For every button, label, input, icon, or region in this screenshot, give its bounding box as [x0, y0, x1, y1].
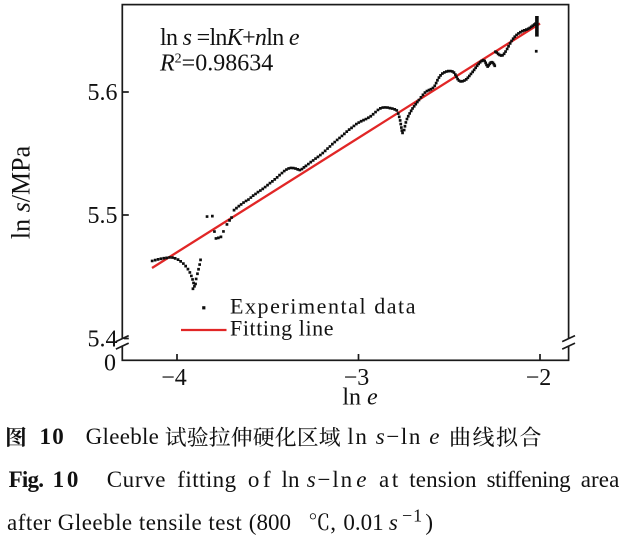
- svg-text:Gleeble: Gleeble: [86, 424, 159, 449]
- svg-text:0: 0: [104, 351, 116, 377]
- svg-text:Curve: Curve: [107, 467, 166, 492]
- svg-text:5.4: 5.4: [88, 327, 118, 353]
- svg-text:ln e: ln e: [342, 385, 378, 411]
- svg-text:Fitting line: Fitting line: [230, 315, 334, 340]
- svg-text:): ): [425, 510, 433, 535]
- svg-text:−1: −1: [402, 506, 423, 526]
- svg-text:stiffening: stiffening: [487, 467, 571, 492]
- svg-text:5.6: 5.6: [88, 80, 118, 106]
- svg-text:e: e: [356, 467, 366, 492]
- svg-text:(800: (800: [249, 510, 291, 535]
- svg-text:fitting: fitting: [177, 467, 236, 492]
- svg-text:0.01: 0.01: [343, 510, 383, 535]
- svg-text:tension: tension: [409, 467, 477, 492]
- svg-text:−4: −4: [161, 365, 187, 391]
- svg-text:10: 10: [53, 467, 79, 492]
- svg-text:Fig.: Fig.: [9, 467, 44, 492]
- svg-text:−3: −3: [344, 365, 370, 391]
- svg-text:ln s/MPa: ln s/MPa: [7, 145, 36, 239]
- svg-text:of: of: [248, 467, 271, 492]
- svg-text:area: area: [581, 467, 620, 492]
- svg-text:5.5: 5.5: [88, 203, 118, 229]
- svg-text:ln: ln: [282, 467, 301, 492]
- svg-text:−2: −2: [526, 365, 552, 391]
- svg-text:s−ln: s−ln: [307, 467, 353, 492]
- svg-text:,: ,: [330, 510, 336, 535]
- svg-text:at: at: [379, 467, 399, 492]
- svg-text:s: s: [389, 510, 398, 535]
- svg-text:ln s−ln e: ln s−ln e: [347, 424, 439, 449]
- svg-text:10: 10: [40, 424, 64, 449]
- svg-text:ln s =lnK+nln e: ln s =lnK+nln e: [160, 25, 300, 51]
- svg-text:after Gleeble tensile test: after Gleeble tensile test: [7, 510, 242, 535]
- svg-text:R2=0.98634: R2=0.98634: [159, 51, 273, 77]
- svg-text:Experimental data: Experimental data: [230, 294, 416, 319]
